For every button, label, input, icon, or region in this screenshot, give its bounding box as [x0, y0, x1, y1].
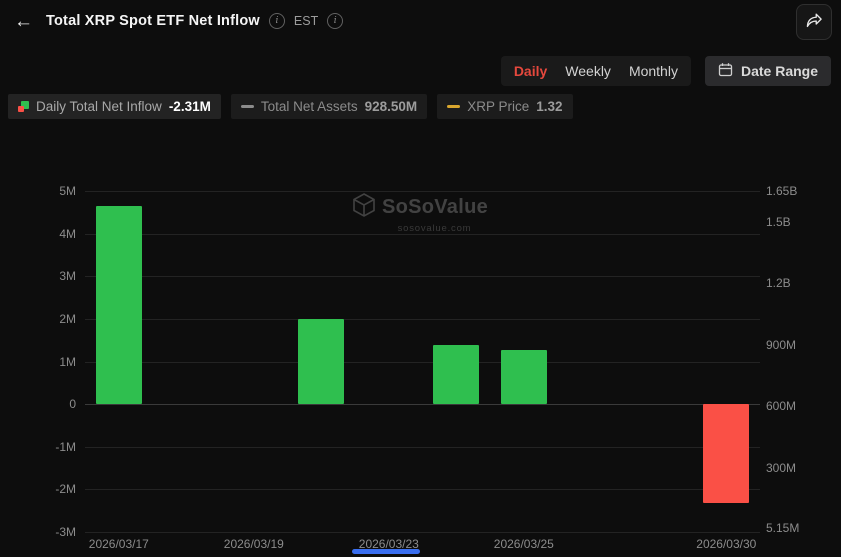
- legend-label: Daily Total Net Inflow: [36, 99, 162, 114]
- y-axis-tick-left: -2M: [55, 482, 76, 497]
- gridline: [85, 404, 760, 406]
- y-axis-tick-left: 4M: [59, 226, 76, 241]
- y-axis-tick-left: -1M: [55, 439, 76, 454]
- y-axis-tick-right: 1.2B: [766, 276, 791, 291]
- legend-daily-net-inflow[interactable]: Daily Total Net Inflow -2.31M: [8, 94, 221, 119]
- x-axis-tick: 2026/03/23: [358, 537, 419, 551]
- chart-bar-2026/03/17[interactable]: [95, 205, 142, 405]
- chart-bar-2026/03/24[interactable]: [433, 344, 480, 405]
- timezone-label: EST: [293, 14, 319, 28]
- chart-bar-2026/03/20[interactable]: [298, 318, 345, 405]
- y-axis-tick-left: 2M: [59, 311, 76, 326]
- legend-xrp-price[interactable]: XRP Price 1.32: [437, 94, 573, 119]
- legend-value: 1.32: [536, 99, 563, 114]
- y-axis-tick-right: 900M: [766, 337, 797, 352]
- chart-plot-area[interactable]: [85, 191, 760, 533]
- tab-weekly[interactable]: Weekly: [565, 63, 611, 79]
- chart-controls: Daily Weekly Monthly Date Range: [500, 56, 831, 86]
- gridline: [85, 489, 760, 491]
- chart-legend: Daily Total Net Inflow -2.31M Total Net …: [8, 94, 573, 119]
- y-axis-tick-right: 300M: [766, 460, 797, 475]
- y-axis-tick-right: 1.5B: [766, 214, 791, 229]
- net-inflow-candle-icon: [18, 101, 29, 112]
- y-axis-tick-right: 1.65B: [766, 184, 798, 198]
- share-icon: [805, 12, 823, 33]
- y-axis-right: 1.65B 1.5B 1.2B 900M 600M 300M 5.15M: [766, 184, 838, 535]
- top-bar: ← Total XRP Spot ETF Net Inflow i EST i: [0, 0, 841, 42]
- x-axis-tick: 2026/03/25: [493, 537, 554, 551]
- y-axis-tick-left: 3M: [59, 269, 76, 284]
- y-axis-tick-left: 0: [69, 397, 76, 412]
- gridline: [85, 233, 760, 235]
- inflow-negative-swatch: [18, 106, 24, 112]
- xrp-price-dash-icon: [447, 105, 461, 108]
- y-axis-tick-right: 600M: [766, 399, 797, 414]
- legend-total-net-assets[interactable]: Total Net Assets 928.50M: [230, 94, 428, 119]
- share-button[interactable]: [796, 4, 832, 40]
- gridline: [85, 446, 760, 448]
- tab-monthly[interactable]: Monthly: [628, 63, 678, 79]
- x-axis: 2026/03/17 2026/03/19 2026/03/23 2026/03/25…: [85, 537, 760, 553]
- x-axis-tick: 2026/03/30: [696, 537, 757, 551]
- inflow-positive-swatch: [21, 101, 29, 109]
- chart-bar-2026/03/30[interactable]: [703, 404, 750, 503]
- legend-label: Total Net Assets: [260, 99, 358, 114]
- chart-scrollbar-thumb[interactable]: [352, 549, 420, 554]
- x-axis-tick: 2026/03/17: [88, 537, 149, 551]
- tab-daily[interactable]: Daily: [513, 63, 548, 79]
- date-range-label: Date Range: [740, 63, 818, 79]
- title-info-icon[interactable]: i: [268, 13, 285, 29]
- interval-tab-group: Daily Weekly Monthly: [500, 56, 691, 86]
- date-range-button[interactable]: Date Range: [704, 56, 831, 86]
- legend-label: XRP Price: [467, 99, 530, 114]
- legend-value: -2.31M: [168, 99, 211, 114]
- y-axis-tick-left: 5M: [59, 184, 76, 198]
- y-axis-tick-right: 5.15M: [766, 521, 800, 535]
- gridline: [85, 191, 760, 192]
- calendar-icon: [718, 62, 733, 80]
- net-assets-dash-icon: [240, 105, 254, 108]
- page-title: Total XRP Spot ETF Net Inflow: [46, 13, 260, 29]
- y-axis-tick-left: 1M: [59, 354, 76, 369]
- gridline: [85, 276, 760, 278]
- chart-bar-2026/03/25[interactable]: [500, 350, 547, 405]
- timezone-info-icon[interactable]: i: [327, 13, 344, 29]
- y-axis-left: 5M 4M 3M 2M 1M 0 -1M -2M -3M: [0, 184, 76, 539]
- gridline: [85, 361, 760, 363]
- x-axis-tick: 2026/03/19: [223, 537, 284, 551]
- y-axis-tick-left: -3M: [55, 525, 76, 539]
- gridline: [85, 532, 760, 533]
- legend-value: 928.50M: [364, 99, 418, 114]
- back-icon[interactable]: ←: [14, 10, 33, 32]
- gridline: [85, 318, 760, 320]
